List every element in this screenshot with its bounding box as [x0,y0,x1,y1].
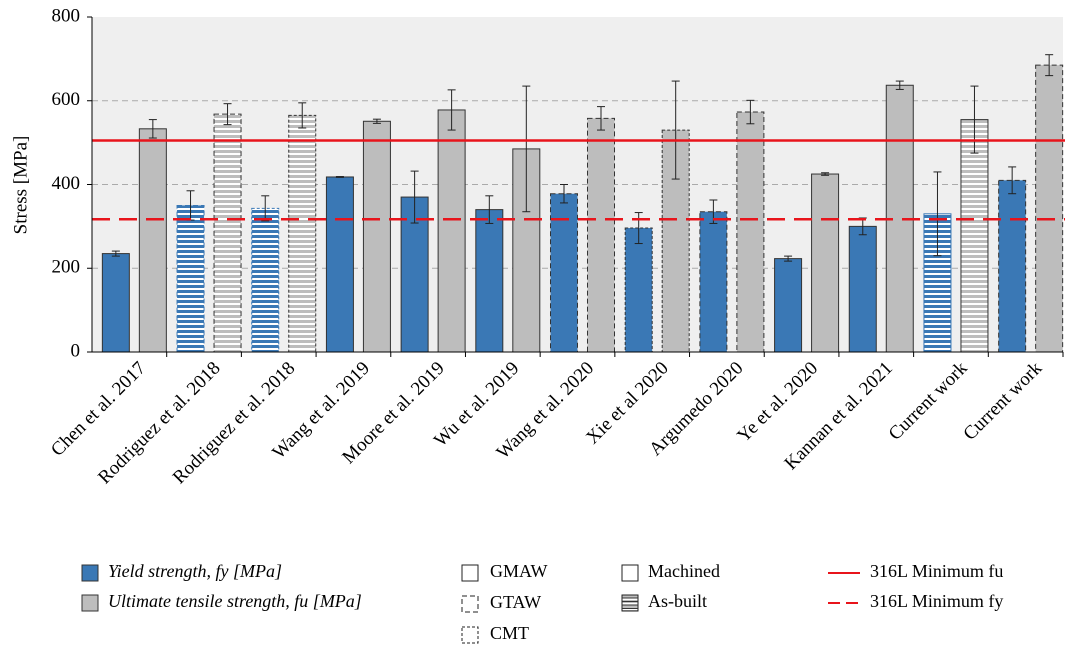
bar [998,179,1027,353]
bar [624,227,653,353]
x-tick-label: Rodriguez et al. 2018 [169,358,300,489]
bar [362,120,391,353]
bar [587,117,615,353]
x-tick-label: Current work [959,357,1046,444]
bar [101,253,130,353]
bar [325,176,354,353]
x-tick-label: Current work [885,357,972,444]
bar [699,211,728,353]
bar [774,258,803,353]
bar [251,207,280,353]
legend-swatch [621,594,639,612]
y-tick-label: 400 [52,173,81,194]
bar [550,193,578,353]
legend-label: GTAW [490,592,541,612]
legend-swatch [81,564,99,582]
legend-label: GMAW [490,561,548,581]
legend-label: As-built [648,591,707,611]
bar [138,128,167,353]
legend-swatch [461,564,479,582]
bar [811,173,840,353]
bar [960,119,989,353]
bar [736,111,765,353]
bar [475,209,504,353]
y-axis-label: Stress [MPa] [10,136,31,235]
legend-label: CMT [490,623,529,643]
legend-label: 316L Minimum fy [870,591,1003,611]
bar [437,109,466,353]
bar [1035,64,1064,353]
bar [848,225,877,353]
legend-swatch [461,626,479,644]
legend-label: Machined [648,561,720,581]
legend-label: 316L Minimum fu [870,561,1003,581]
bar [176,204,205,353]
legend-label: Yield strength, fy [MPa] [108,561,282,581]
y-tick-label: 600 [52,89,81,110]
y-tick-label: 0 [71,340,81,361]
legend-swatch [461,595,479,613]
bar [213,113,242,353]
y-tick-label: 800 [52,5,81,26]
legend-label: Ultimate tensile strength, fu [MPa] [108,591,362,611]
bar [288,114,317,353]
legend-swatch [621,564,639,582]
legend-swatch [81,594,99,612]
y-tick-label: 200 [52,257,81,278]
x-tick-label: Rodriguez et al. 2018 [94,358,225,489]
